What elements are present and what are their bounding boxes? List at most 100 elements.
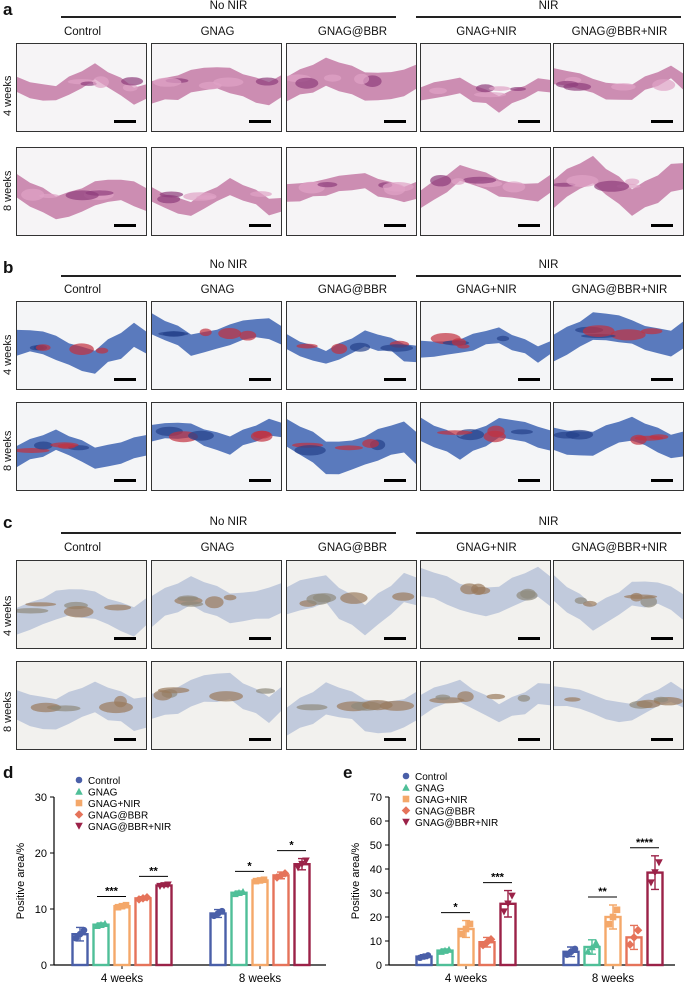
y-axis-label: Positive area/% xyxy=(15,843,27,920)
y-tick-label: 10 xyxy=(35,904,47,916)
micrograph-masson-gnag-nir-4w xyxy=(420,301,551,390)
scale-bar xyxy=(651,738,673,741)
scale-bar xyxy=(651,120,673,123)
data-point xyxy=(584,947,592,955)
data-point xyxy=(402,795,410,803)
data-point xyxy=(462,925,470,933)
tissue-section-image xyxy=(421,561,550,648)
data-point xyxy=(239,887,247,896)
col-label-gnag-nir-a: GNAG+NIR xyxy=(456,26,517,38)
scale-bar xyxy=(249,738,271,741)
y-tick-label: 0 xyxy=(376,960,382,972)
scale-bar xyxy=(518,738,540,741)
micrograph-masson-gnag-8w xyxy=(151,402,282,491)
bar-chart-e: 0 10 20 30 40 50 60 70 Positive area/% 4 weeks 8 w… xyxy=(350,772,675,985)
scale-bar xyxy=(114,378,136,381)
tissue-section-image xyxy=(287,302,416,389)
group-line-no-nir-c xyxy=(61,532,396,534)
scale-bar xyxy=(114,479,136,482)
micrograph-he-gnag-8w xyxy=(151,147,282,236)
micrograph-ihc-gnag-bbr-nir-8w xyxy=(553,661,684,750)
micrograph-masson-gnag-nir-8w xyxy=(420,402,551,491)
col-label-gnag-bbr-c: GNAG@BBR xyxy=(317,542,388,554)
x-tick-label: 8 weeks xyxy=(592,973,634,985)
panel-label-e: e xyxy=(343,763,353,782)
micrograph-masson-control-8w xyxy=(16,402,147,491)
tissue-section-image xyxy=(554,561,683,648)
data-point xyxy=(118,902,126,910)
tissue-section-image xyxy=(287,44,416,131)
col-label-gnag-nir-c: GNAG+NIR xyxy=(456,542,517,554)
scale-bar xyxy=(651,378,673,381)
tissue-section-image xyxy=(554,403,683,490)
panel-label-d: d xyxy=(3,763,14,782)
legend-entry: GNAG xyxy=(415,784,445,795)
data-point xyxy=(655,859,663,867)
col-label-control-a: Control xyxy=(63,26,102,38)
col-label-control-b: Control xyxy=(63,284,102,296)
x-tick-label: 4 weeks xyxy=(101,973,143,985)
micrograph-ihc-gnag-bbr-nir-4w xyxy=(553,560,684,649)
col-label-gnag-bbr-a: GNAG@BBR xyxy=(317,26,388,38)
group-label-no-nir-c: No NIR xyxy=(209,516,248,528)
y-tick-label: 30 xyxy=(35,792,47,804)
micrograph-he-control-4w xyxy=(16,43,147,132)
tissue-section-image xyxy=(554,302,683,389)
row-label-8-weeks-b: 8 weeks xyxy=(2,430,14,471)
bar xyxy=(113,904,131,967)
data-point xyxy=(218,907,226,915)
scale-bar xyxy=(249,637,271,640)
data-point xyxy=(76,930,84,938)
row-label-8-weeks-a: 8 weeks xyxy=(2,170,14,211)
y-tick-label: 30 xyxy=(370,888,382,900)
data-point xyxy=(256,877,264,884)
y-tick-label: 50 xyxy=(370,840,382,852)
scale-bar xyxy=(518,224,540,227)
legend-entry: GNAG@BBR xyxy=(88,811,148,822)
col-label-gnag-c: GNAG xyxy=(200,542,235,554)
scale-bar xyxy=(249,479,271,482)
data-point xyxy=(260,876,268,884)
legend-entry: Control xyxy=(415,772,447,783)
legend-entry: GNAG@BBR+NIR xyxy=(415,818,498,829)
data-point xyxy=(401,806,411,815)
tissue-section-image xyxy=(152,148,281,235)
row-label-4-weeks-a: 4 weeks xyxy=(2,75,14,116)
data-point xyxy=(75,822,83,830)
significance-label: *** xyxy=(105,886,119,898)
bar xyxy=(155,884,173,967)
tissue-section-image xyxy=(17,403,146,490)
tissue-section-image xyxy=(17,44,146,131)
data-point xyxy=(633,925,643,935)
data-point xyxy=(402,783,410,791)
significance-label: * xyxy=(453,902,458,914)
tissue-section-image xyxy=(421,662,550,749)
scale-bar xyxy=(651,479,673,482)
micrograph-ihc-control-8w xyxy=(16,661,147,750)
micrograph-ihc-gnag-nir-4w xyxy=(420,560,551,649)
tissue-section-image xyxy=(17,662,146,749)
tissue-section-image xyxy=(421,403,550,490)
y-tick-label: 10 xyxy=(370,936,382,948)
group-line-nir-a xyxy=(416,16,681,18)
micrograph-he-gnag-bbr-nir-8w xyxy=(553,147,684,236)
micrograph-he-gnag-nir-4w xyxy=(420,43,551,132)
data-point xyxy=(164,881,172,889)
group-label-no-nir-a: No NIR xyxy=(209,0,248,12)
scale-bar xyxy=(114,224,136,227)
data-point xyxy=(75,799,83,807)
data-point xyxy=(500,908,508,916)
significance-label: **** xyxy=(636,837,654,849)
data-point xyxy=(458,930,466,938)
col-label-gnag-a: GNAG xyxy=(200,26,235,38)
data-point xyxy=(402,772,410,780)
data-point xyxy=(294,864,302,872)
bar xyxy=(134,897,152,967)
data-point xyxy=(280,869,290,878)
scale-bar xyxy=(114,120,136,123)
bar xyxy=(230,891,248,967)
y-tick-label: 40 xyxy=(370,864,382,876)
tissue-section-image xyxy=(287,403,416,490)
tissue-section-image xyxy=(17,148,146,235)
tissue-section-image xyxy=(554,44,683,131)
